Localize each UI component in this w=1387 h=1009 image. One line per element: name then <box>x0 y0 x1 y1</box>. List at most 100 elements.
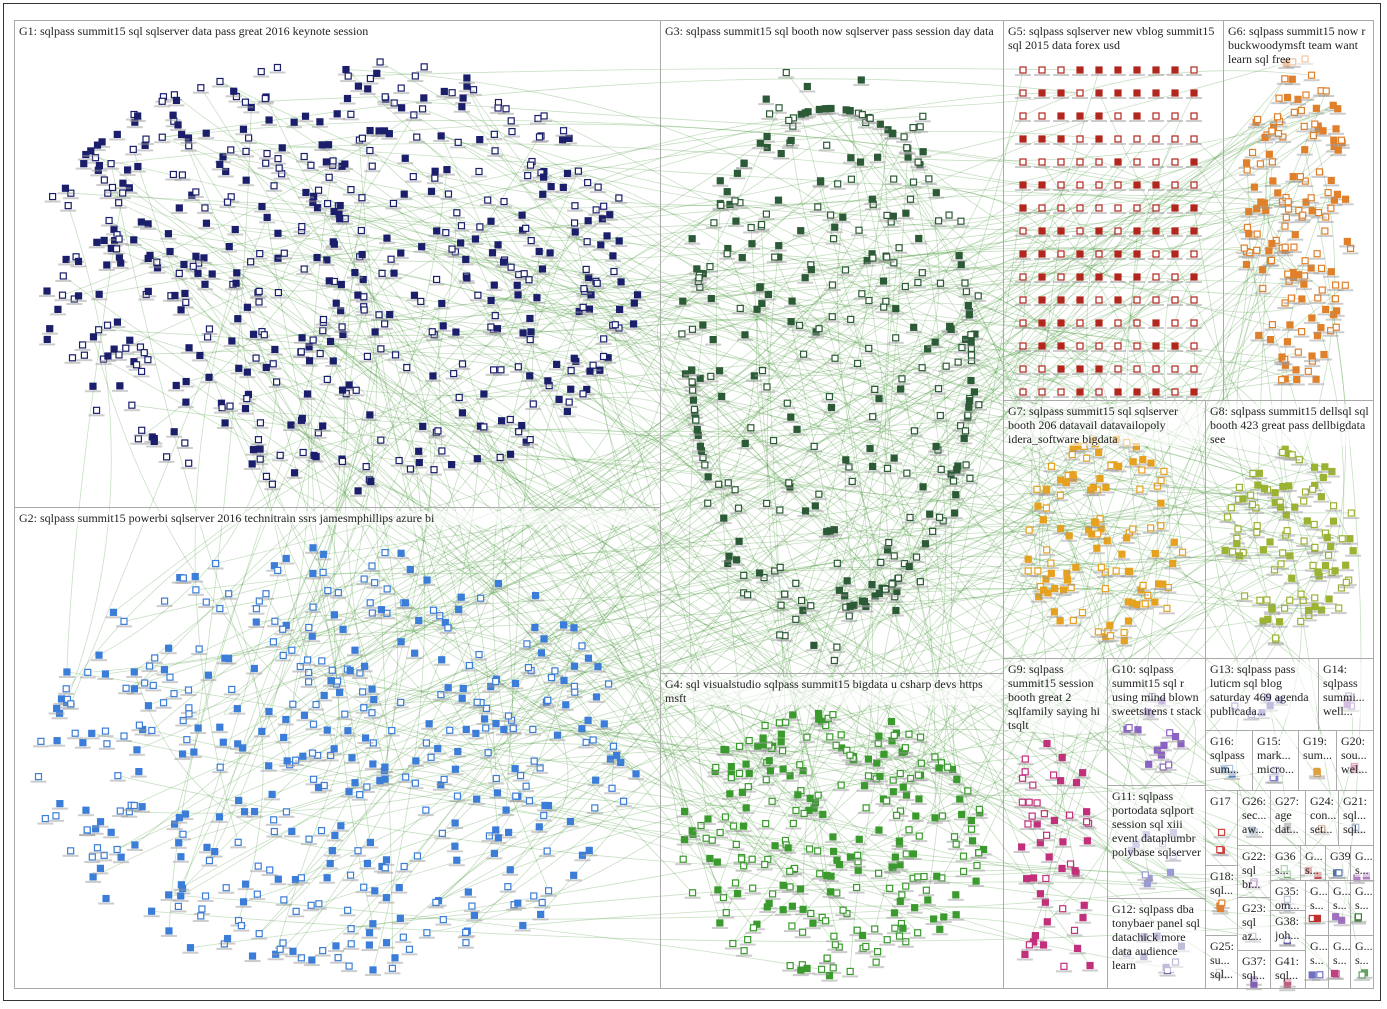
edge <box>345 69 1171 873</box>
node-label <box>322 759 339 762</box>
node-label <box>190 267 207 270</box>
node-label <box>1279 989 1296 992</box>
node-label <box>604 259 621 262</box>
node-label <box>583 298 600 301</box>
node-label <box>125 153 142 156</box>
edge <box>227 161 1100 229</box>
node <box>462 255 470 264</box>
node <box>415 616 423 625</box>
node-label <box>914 120 931 123</box>
node-label <box>521 379 538 382</box>
node-label <box>302 169 319 172</box>
node <box>250 664 258 673</box>
node-label <box>961 482 978 485</box>
node-label <box>272 953 289 956</box>
node <box>494 579 502 588</box>
node-label <box>754 374 771 377</box>
edge <box>475 78 1286 734</box>
node-label <box>271 172 288 175</box>
node <box>370 695 378 704</box>
node-label <box>62 707 79 710</box>
node-label <box>460 896 477 899</box>
node <box>268 480 277 488</box>
edge <box>312 554 1329 574</box>
node-label <box>269 574 286 577</box>
node-label <box>286 126 303 129</box>
node <box>37 737 45 745</box>
node-label <box>168 104 185 107</box>
edge <box>369 479 1026 760</box>
node-label <box>521 804 538 807</box>
node-label <box>799 90 816 93</box>
node <box>399 933 407 941</box>
node <box>600 335 608 343</box>
node-label <box>146 445 163 448</box>
edge <box>1163 276 1183 553</box>
node-label <box>435 923 452 926</box>
node <box>242 880 250 888</box>
node <box>381 864 389 872</box>
node <box>151 654 159 662</box>
node-label <box>366 894 383 897</box>
node-label <box>257 597 274 600</box>
node <box>225 242 233 251</box>
node-label <box>275 903 292 906</box>
node <box>48 192 57 201</box>
node-label <box>566 209 583 212</box>
node-label <box>332 314 349 317</box>
node-label <box>534 198 551 201</box>
node <box>505 828 513 837</box>
node-label <box>258 371 275 374</box>
node-label <box>199 340 216 343</box>
node <box>570 871 578 879</box>
node <box>825 393 834 401</box>
node <box>132 361 141 369</box>
node <box>523 640 531 648</box>
edge <box>295 466 1315 880</box>
node <box>555 395 563 404</box>
node-label <box>351 798 368 801</box>
node-label <box>54 299 71 302</box>
edge <box>756 286 901 774</box>
node-label <box>304 640 321 643</box>
node-label <box>251 295 268 298</box>
node-label <box>329 117 346 120</box>
node <box>847 175 856 183</box>
node-label <box>453 110 470 113</box>
node <box>305 357 314 365</box>
node <box>574 167 582 175</box>
node-label <box>958 468 975 471</box>
node <box>474 291 482 299</box>
edge <box>732 495 1061 944</box>
node <box>197 912 205 920</box>
node <box>96 864 105 872</box>
node <box>587 291 595 299</box>
node-label <box>957 343 974 346</box>
node-label <box>154 105 171 108</box>
node-label <box>357 741 374 744</box>
node-label <box>178 743 195 746</box>
group-box: G4: sql visualstudio sqlpass summit15 bi… <box>660 673 1004 989</box>
node <box>629 320 638 328</box>
node <box>271 345 279 354</box>
node <box>397 698 405 706</box>
edge <box>800 114 972 821</box>
node-label <box>507 800 524 803</box>
node <box>706 263 714 271</box>
edge <box>718 483 1339 609</box>
node <box>165 891 173 899</box>
node-label <box>909 286 926 289</box>
node <box>347 925 355 933</box>
node-label <box>98 268 115 271</box>
node <box>131 841 139 849</box>
edge <box>168 605 851 896</box>
node-label <box>96 184 113 187</box>
node <box>502 105 510 113</box>
node <box>388 726 396 735</box>
node <box>527 328 535 336</box>
node-label <box>55 279 72 282</box>
node-label <box>947 498 964 501</box>
node-label <box>138 298 155 301</box>
node <box>795 321 804 329</box>
node-label <box>946 517 963 520</box>
